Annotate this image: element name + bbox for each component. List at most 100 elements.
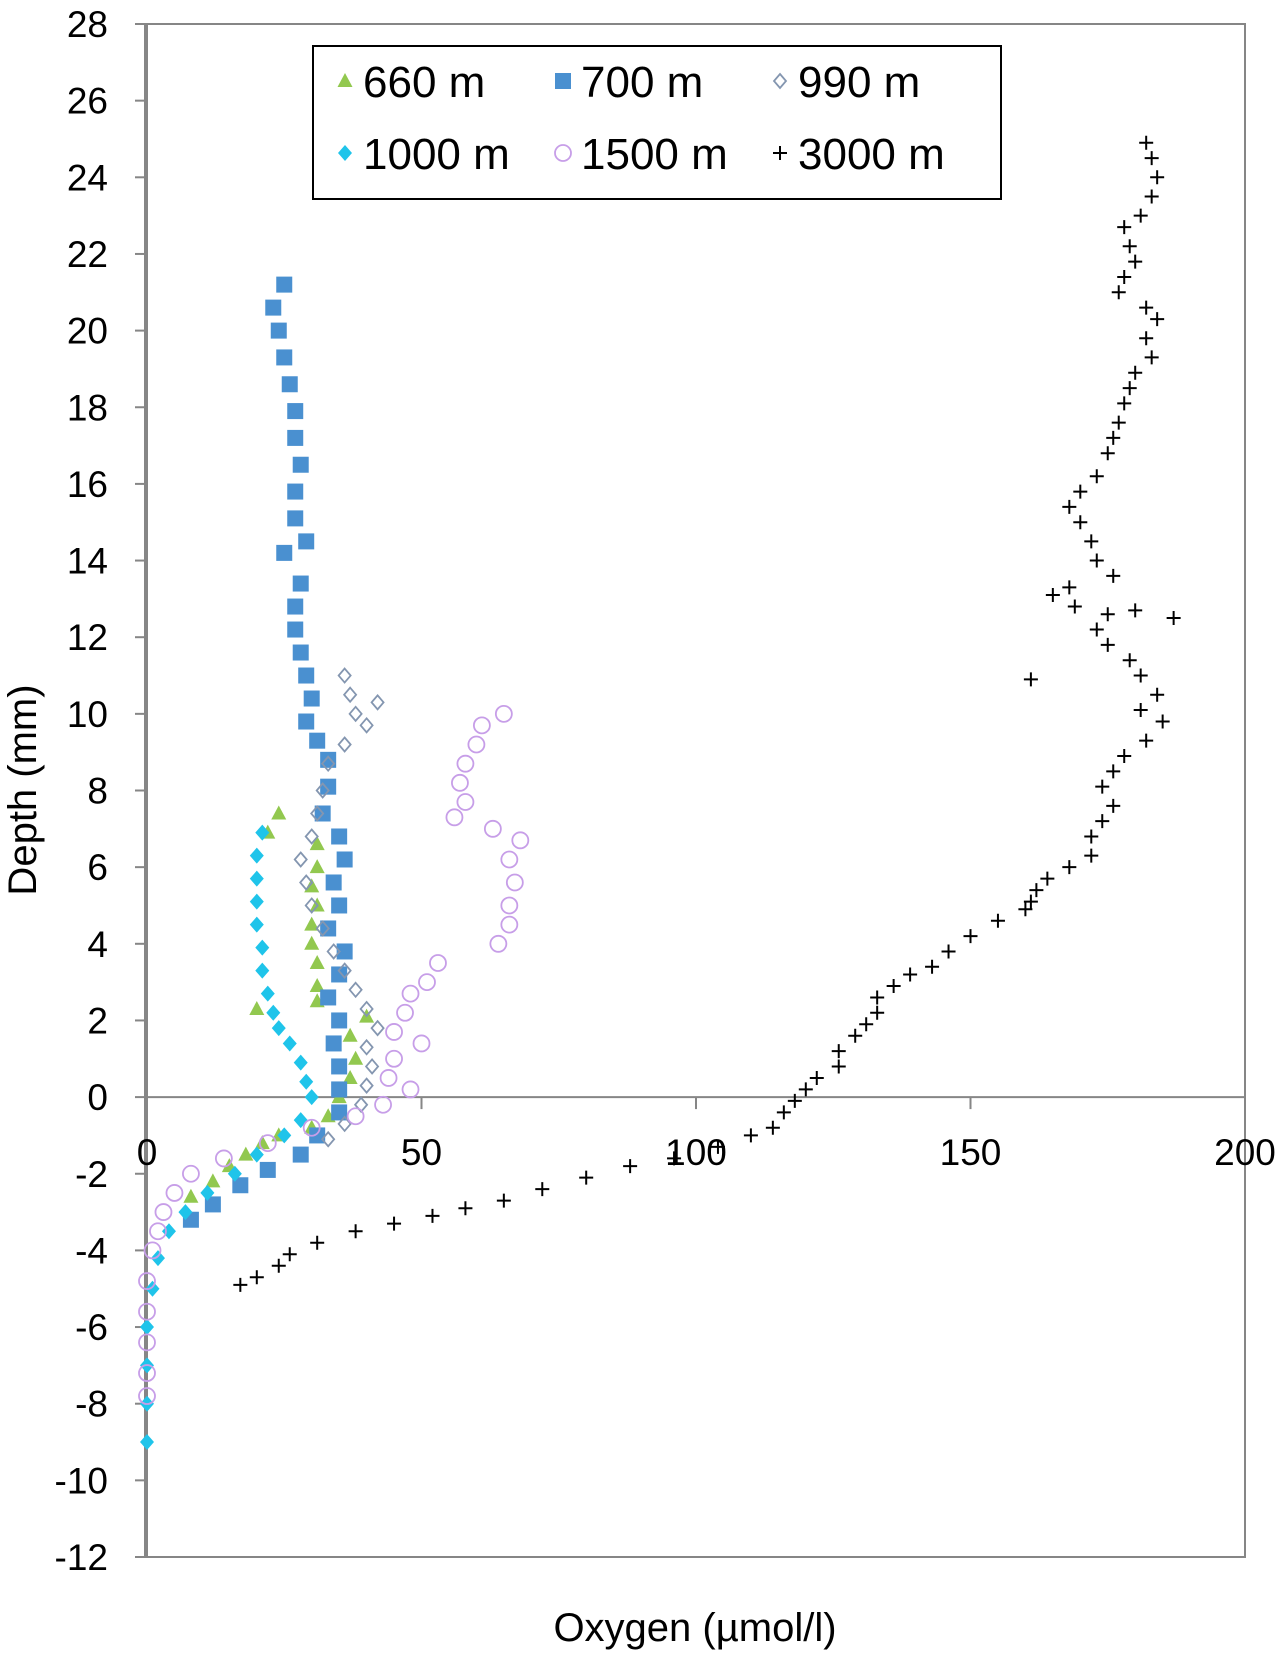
data-point [299, 1073, 314, 1090]
series-1000-m [140, 824, 319, 1451]
data-point [304, 897, 319, 914]
legend-item: 1000 m [338, 130, 510, 179]
data-point [342, 1069, 358, 1084]
data-point [353, 1096, 369, 1114]
data-point [249, 1000, 265, 1015]
data-point [1122, 653, 1137, 668]
x-tick-label: 150 [940, 1132, 1002, 1173]
data-point [150, 1250, 165, 1267]
series-700-m [182, 276, 353, 1228]
data-point [1089, 469, 1104, 484]
data-point [233, 1277, 248, 1292]
data-point [165, 1184, 184, 1202]
data-point [140, 1319, 154, 1336]
y-axis-title: Depth (mm) [1, 684, 45, 895]
y-tick-label: -6 [75, 1307, 108, 1348]
data-point [1062, 860, 1077, 875]
data-point [255, 824, 270, 841]
data-point [903, 967, 918, 982]
data-point [292, 1146, 309, 1163]
data-point [348, 1224, 363, 1239]
y-tick-label: -10 [55, 1460, 108, 1501]
legend: 660 m 700 m 990 m 1000 m 1500 m 3000 m [312, 45, 1002, 200]
data-point [298, 667, 315, 684]
data-point [1106, 798, 1121, 813]
data-point [277, 1127, 292, 1144]
data-point [787, 1093, 802, 1108]
data-point [249, 1270, 264, 1285]
y-tick-label: 28 [67, 4, 108, 45]
data-point [258, 1134, 277, 1152]
data-point [1133, 668, 1148, 683]
data-point [831, 1059, 846, 1074]
data-point [336, 851, 353, 868]
data-point [299, 874, 314, 891]
data-point [182, 1164, 200, 1183]
legend-label: 660 m [363, 58, 485, 107]
data-point [249, 870, 264, 887]
data-point [941, 944, 956, 959]
x-tick-label: 100 [665, 1132, 727, 1173]
data-point [249, 1146, 264, 1163]
plot-area-frame [144, 23, 1246, 1558]
y-tick-label: 6 [87, 847, 108, 888]
data-point [500, 896, 519, 915]
legend-item: 990 m [772, 58, 920, 107]
data-point [331, 1104, 348, 1121]
data-point [456, 754, 475, 773]
data-point [276, 276, 293, 293]
legend-label: 3000 m [798, 130, 945, 179]
data-point [320, 778, 337, 795]
data-point [143, 1241, 162, 1260]
data-point [1117, 749, 1132, 764]
data-point [1117, 220, 1132, 235]
data-point [342, 1027, 358, 1042]
data-point [320, 1130, 336, 1148]
data-point [1117, 269, 1132, 284]
data-point [348, 705, 363, 723]
data-point [489, 934, 508, 953]
data-point [1122, 239, 1137, 254]
data-point [320, 755, 336, 773]
data-point [320, 989, 337, 1006]
data-point [309, 732, 326, 749]
data-point [1073, 515, 1088, 530]
data-point [255, 962, 270, 979]
y-tick-label: 22 [67, 234, 108, 275]
legend-item: 700 m [555, 58, 703, 107]
data-point [292, 456, 309, 473]
data-point [270, 322, 287, 339]
data-point [145, 1280, 160, 1297]
y-tick-label: 0 [87, 1077, 108, 1118]
data-point [370, 693, 385, 711]
data-point [293, 1054, 308, 1071]
data-point [138, 1302, 156, 1321]
data-point [1139, 733, 1154, 748]
data-point [310, 1235, 325, 1250]
data-point [249, 847, 264, 864]
data-point [154, 1203, 173, 1221]
legend-marker [555, 73, 571, 89]
data-point [1144, 189, 1159, 204]
data-point [359, 716, 374, 734]
data-point [364, 1058, 380, 1075]
data-point [798, 1082, 813, 1097]
data-point [254, 1135, 270, 1150]
data-point [238, 1146, 254, 1161]
data-point [1128, 254, 1143, 269]
y-tick-label: -2 [75, 1154, 108, 1195]
legend-marker [554, 144, 572, 162]
y-tick-label: -4 [75, 1230, 108, 1271]
data-point [309, 954, 325, 969]
legend-label: 1500 m [581, 130, 728, 179]
data-point [1144, 350, 1159, 365]
data-point [963, 929, 978, 944]
data-point [1084, 848, 1099, 863]
data-point [204, 1196, 221, 1213]
y-tick-label: 18 [67, 387, 108, 428]
data-point [743, 1128, 758, 1143]
series-1500-m [138, 704, 530, 1405]
data-point [331, 897, 348, 914]
data-point [1029, 883, 1044, 898]
